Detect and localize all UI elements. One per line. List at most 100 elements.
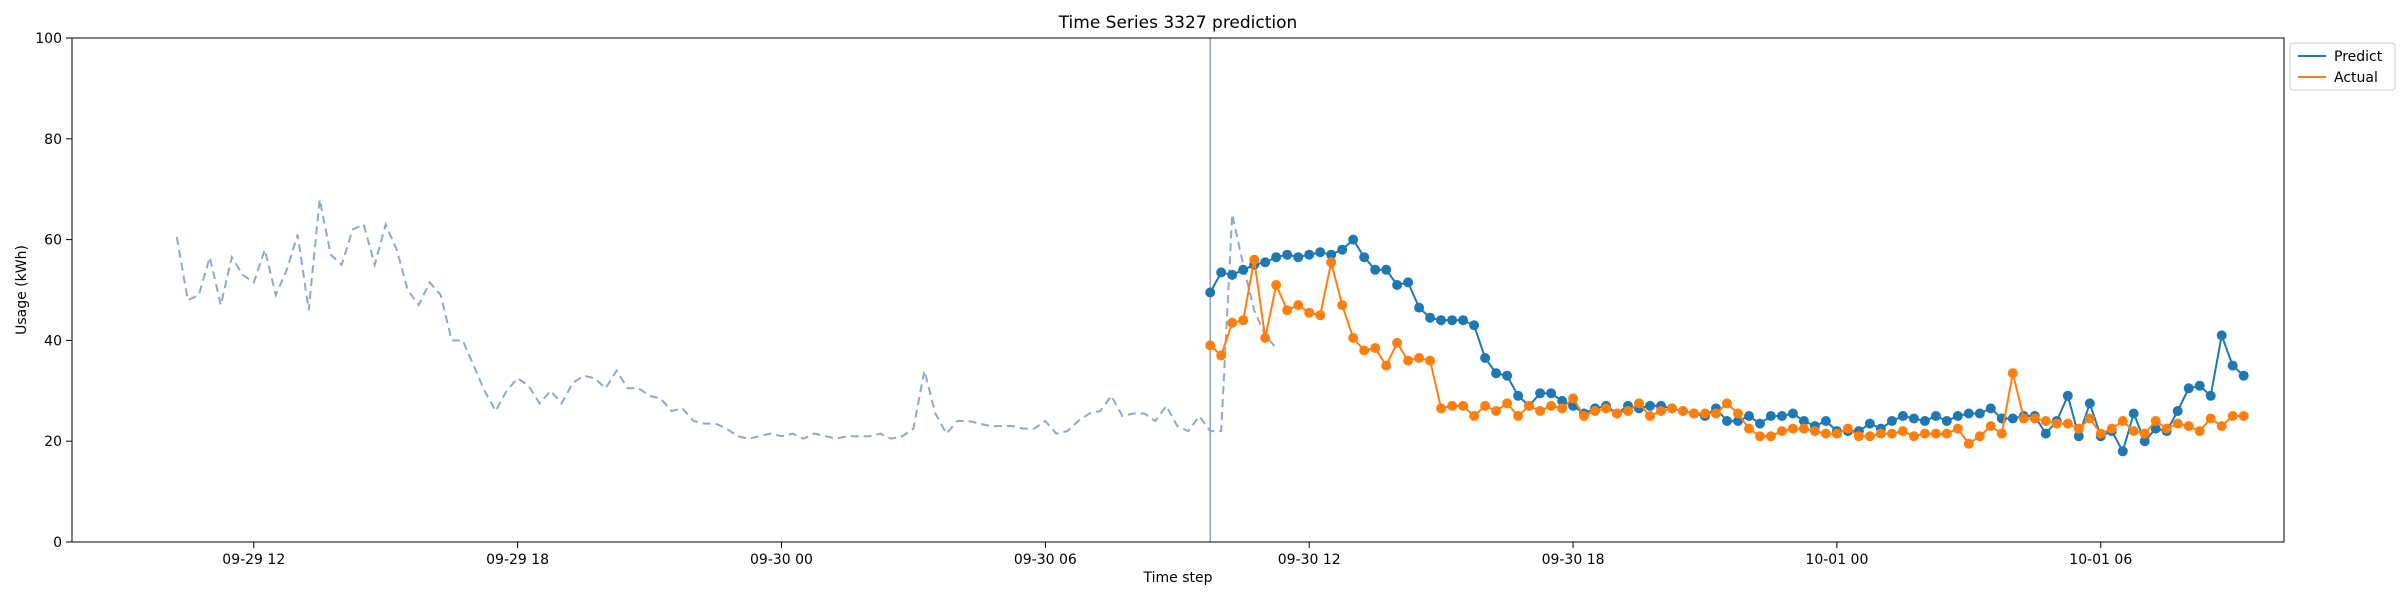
actual-point xyxy=(1689,408,1699,419)
predict-point xyxy=(1326,249,1337,260)
predict-point xyxy=(1337,244,1348,255)
actual-point xyxy=(1974,431,1985,442)
predict-point xyxy=(2205,390,2216,401)
predict-point xyxy=(1392,280,1403,290)
actual-point xyxy=(1667,403,1677,414)
actual-point xyxy=(1414,353,1425,363)
actual-point xyxy=(1370,343,1381,353)
actual-point xyxy=(2117,416,2128,426)
x-tick-label: 09-30 12 xyxy=(1278,552,1341,568)
actual-point xyxy=(1897,426,1908,437)
predict-point xyxy=(2062,390,2073,401)
predict-point xyxy=(1952,411,1963,421)
actual-point xyxy=(2084,413,2095,424)
actual-point xyxy=(1590,406,1600,416)
actual-point xyxy=(1809,426,1820,437)
actual-point xyxy=(1205,340,1216,351)
actual-point xyxy=(1546,400,1557,411)
predict-point xyxy=(1480,353,1491,363)
predict-point xyxy=(1260,257,1271,268)
actual-point xyxy=(2051,418,2062,429)
predict-point xyxy=(1502,370,1513,381)
actual-point xyxy=(2018,413,2029,424)
actual-point xyxy=(1491,406,1502,416)
actual-point xyxy=(2007,368,2018,379)
predict-point xyxy=(1930,411,1941,421)
predict-point xyxy=(2150,423,2161,434)
actual-point xyxy=(1941,428,1952,439)
predict-point xyxy=(1381,264,1392,275)
predict-point xyxy=(1315,247,1326,258)
actual-series xyxy=(1205,254,2249,449)
predict-point xyxy=(2139,436,2150,447)
predict-point xyxy=(1238,264,1249,275)
actual-point xyxy=(1458,400,1469,411)
predict-point xyxy=(2007,413,2018,424)
legend-actual-label: Actual xyxy=(2334,70,2378,86)
predict-point xyxy=(1282,249,1293,260)
predict-point xyxy=(1304,249,1315,260)
actual-point xyxy=(1875,428,1886,439)
predict-point xyxy=(2073,431,2084,442)
predict-point xyxy=(1414,302,1425,313)
predict-point xyxy=(2040,428,2051,439)
actual-point xyxy=(2216,421,2227,432)
actual-point xyxy=(1392,337,1403,348)
actual-point xyxy=(1919,428,1930,439)
predict-point xyxy=(1216,267,1227,278)
actual-point xyxy=(1238,315,1249,326)
predict-point xyxy=(1886,416,1897,426)
actual-point xyxy=(2172,418,2183,429)
x-tick-label: 09-30 18 xyxy=(1542,552,1605,568)
actual-point xyxy=(2062,418,2073,429)
predict-point xyxy=(1403,277,1414,288)
y-tick-label: 20 xyxy=(44,434,62,450)
actual-point xyxy=(1557,403,1568,414)
actual-point xyxy=(1293,300,1304,311)
x-axis-title: Time step xyxy=(1143,570,1213,586)
predict-point xyxy=(2227,360,2238,371)
predict-point xyxy=(1985,403,1996,414)
chart-title: Time Series 3327 prediction xyxy=(1058,13,1298,33)
actual-point xyxy=(1656,406,1666,416)
actual-point xyxy=(1645,411,1655,421)
actual-point xyxy=(1886,428,1897,439)
predict-point xyxy=(1722,416,1732,426)
y-tick-label: 100 xyxy=(35,31,62,47)
predict-point xyxy=(1546,388,1557,399)
actual-point xyxy=(1985,421,1996,432)
predict-point xyxy=(1908,413,1919,424)
predict-point xyxy=(1974,408,1985,419)
actual-point xyxy=(1952,423,1963,434)
predict-point xyxy=(1370,264,1381,275)
actual-point xyxy=(1315,310,1326,321)
actual-point xyxy=(1820,428,1831,439)
predict-point xyxy=(1293,252,1304,263)
actual-point xyxy=(1535,406,1546,416)
actual-point xyxy=(1634,398,1644,409)
actual-point xyxy=(1436,403,1447,414)
actual-point xyxy=(2238,411,2249,421)
actual-point xyxy=(1513,411,1524,421)
actual-point xyxy=(1711,408,1721,419)
actual-point xyxy=(1842,423,1853,434)
actual-point xyxy=(1765,431,1776,442)
actual-point xyxy=(1963,438,1974,449)
actual-point xyxy=(1282,305,1293,316)
actual-point xyxy=(2029,413,2040,424)
actual-point xyxy=(1216,350,1227,361)
actual-point xyxy=(2040,416,2051,426)
predict-point xyxy=(1765,411,1776,421)
predict-point xyxy=(1787,408,1798,419)
y-axis-title: Usage (kWh) xyxy=(14,245,30,335)
actual-point xyxy=(1502,398,1513,409)
actual-point xyxy=(1930,428,1941,439)
predict-point xyxy=(1491,368,1502,379)
actual-point xyxy=(1755,431,1765,442)
predict-point xyxy=(1205,287,1216,298)
actual-point xyxy=(1271,280,1282,290)
actual-point xyxy=(1447,400,1458,411)
x-tick-label: 09-29 18 xyxy=(486,552,549,568)
predict-point xyxy=(1645,400,1655,411)
